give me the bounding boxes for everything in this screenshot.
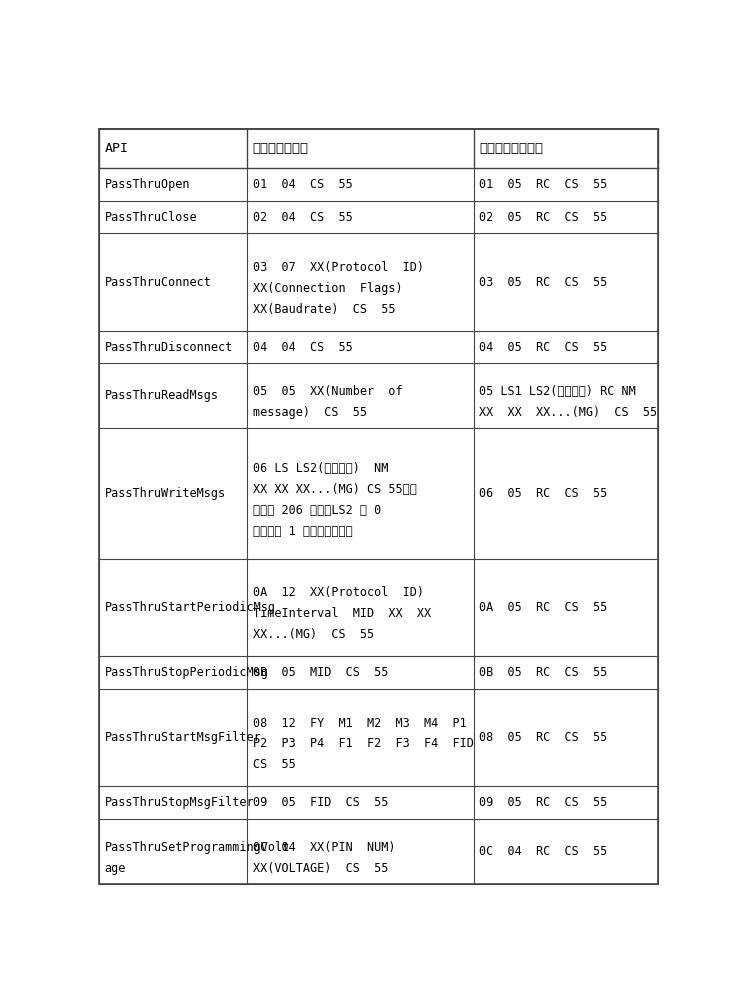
Text: PassThruDisconnect: PassThruDisconnect (104, 341, 233, 354)
Text: XX(Connection  Flags): XX(Connection Flags) (253, 282, 402, 295)
Text: XX...(MG)  CS  55: XX...(MG) CS 55 (253, 628, 374, 641)
Text: PassThruStartMsgFilter: PassThruStartMsgFilter (104, 731, 261, 744)
Text: 08  05  RC  CS  55: 08 05 RC CS 55 (479, 731, 607, 744)
Text: PassThruStopPeriodicMsg: PassThruStopPeriodicMsg (104, 666, 268, 679)
Text: 05 LS1 LS2(判定结束) RC NM: 05 LS1 LS2(判定结束) RC NM (479, 385, 636, 398)
Text: 04  05  RC  CS  55: 04 05 RC CS 55 (479, 341, 607, 354)
Text: P2  P3  P4  F1  F2  F3  F4  FID: P2 P3 P4 F1 F2 F3 F4 FID (253, 737, 474, 750)
Text: PassThruStopMsgFilter: PassThruStopMsgFilter (104, 796, 254, 809)
Text: 0B  05  RC  CS  55: 0B 05 RC CS 55 (479, 666, 607, 679)
Text: TimeInterval  MID  XX  XX: TimeInterval MID XX XX (253, 607, 431, 620)
Text: PassThruSetProgrammingVolt: PassThruSetProgrammingVolt (104, 841, 290, 854)
Text: API: API (104, 142, 129, 155)
Text: message)  CS  55: message) CS 55 (253, 406, 367, 419)
Text: PassThruOpen: PassThruOpen (104, 178, 190, 191)
Text: XX(Baudrate)  CS  55: XX(Baudrate) CS 55 (253, 303, 395, 316)
Text: 结束，为 1 后面还有数据）: 结束，为 1 后面还有数据） (253, 525, 353, 538)
Text: 01  04  CS  55: 01 04 CS 55 (253, 178, 353, 191)
Text: PassThruReadMsgs: PassThruReadMsgs (104, 389, 219, 402)
Text: 发出的命令格式: 发出的命令格式 (253, 142, 308, 155)
Text: 03  07  XX(Protocol  ID): 03 07 XX(Protocol ID) (253, 261, 423, 274)
Text: 0A  12  XX(Protocol  ID): 0A 12 XX(Protocol ID) (253, 586, 423, 599)
Text: PassThruConnect: PassThruConnect (104, 276, 211, 289)
Text: XX  XX  XX...(MG)  CS  55: XX XX XX...(MG) CS 55 (479, 406, 657, 419)
Text: 06  05  RC  CS  55: 06 05 RC CS 55 (479, 487, 607, 500)
Text: 05  05  XX(Number  of: 05 05 XX(Number of (253, 385, 402, 398)
Text: 02  04  CS  55: 02 04 CS 55 (253, 211, 353, 224)
Text: 09  05  FID  CS  55: 09 05 FID CS 55 (253, 796, 388, 809)
Text: age: age (104, 862, 126, 875)
Text: 08  12  FY  M1  M2  M3  M4  P1: 08 12 FY M1 M2 M3 M4 P1 (253, 717, 466, 730)
Text: 0C  04  XX(PIN  NUM): 0C 04 XX(PIN NUM) (253, 841, 395, 854)
Text: 车辆通讯接口回复: 车辆通讯接口回复 (479, 142, 543, 155)
Text: 09  05  RC  CS  55: 09 05 RC CS 55 (479, 796, 607, 809)
Text: 03  05  RC  CS  55: 03 05 RC CS 55 (479, 276, 607, 289)
Text: 计最长 206 字节，LS2 为 0: 计最长 206 字节，LS2 为 0 (253, 504, 381, 517)
Text: 04  04  CS  55: 04 04 CS 55 (253, 341, 353, 354)
Text: 0B  05  MID  CS  55: 0B 05 MID CS 55 (253, 666, 388, 679)
Text: XX(VOLTAGE)  CS  55: XX(VOLTAGE) CS 55 (253, 862, 388, 875)
Text: PassThruWriteMsgs: PassThruWriteMsgs (104, 487, 225, 500)
Text: PassThruClose: PassThruClose (104, 211, 197, 224)
Text: 02  05  RC  CS  55: 02 05 RC CS 55 (479, 211, 607, 224)
Text: CS  55: CS 55 (253, 758, 296, 771)
Text: XX XX XX...(MG) CS 55（总: XX XX XX...(MG) CS 55（总 (253, 483, 416, 496)
Text: PassThruStartPeriodicMsg: PassThruStartPeriodicMsg (104, 601, 276, 614)
Text: 0C  04  RC  CS  55: 0C 04 RC CS 55 (479, 845, 607, 858)
Text: 01  05  RC  CS  55: 01 05 RC CS 55 (479, 178, 607, 191)
Text: 0A  05  RC  CS  55: 0A 05 RC CS 55 (479, 601, 607, 614)
Text: 06 LS LS2(判定结束)  NM: 06 LS LS2(判定结束) NM (253, 462, 388, 475)
